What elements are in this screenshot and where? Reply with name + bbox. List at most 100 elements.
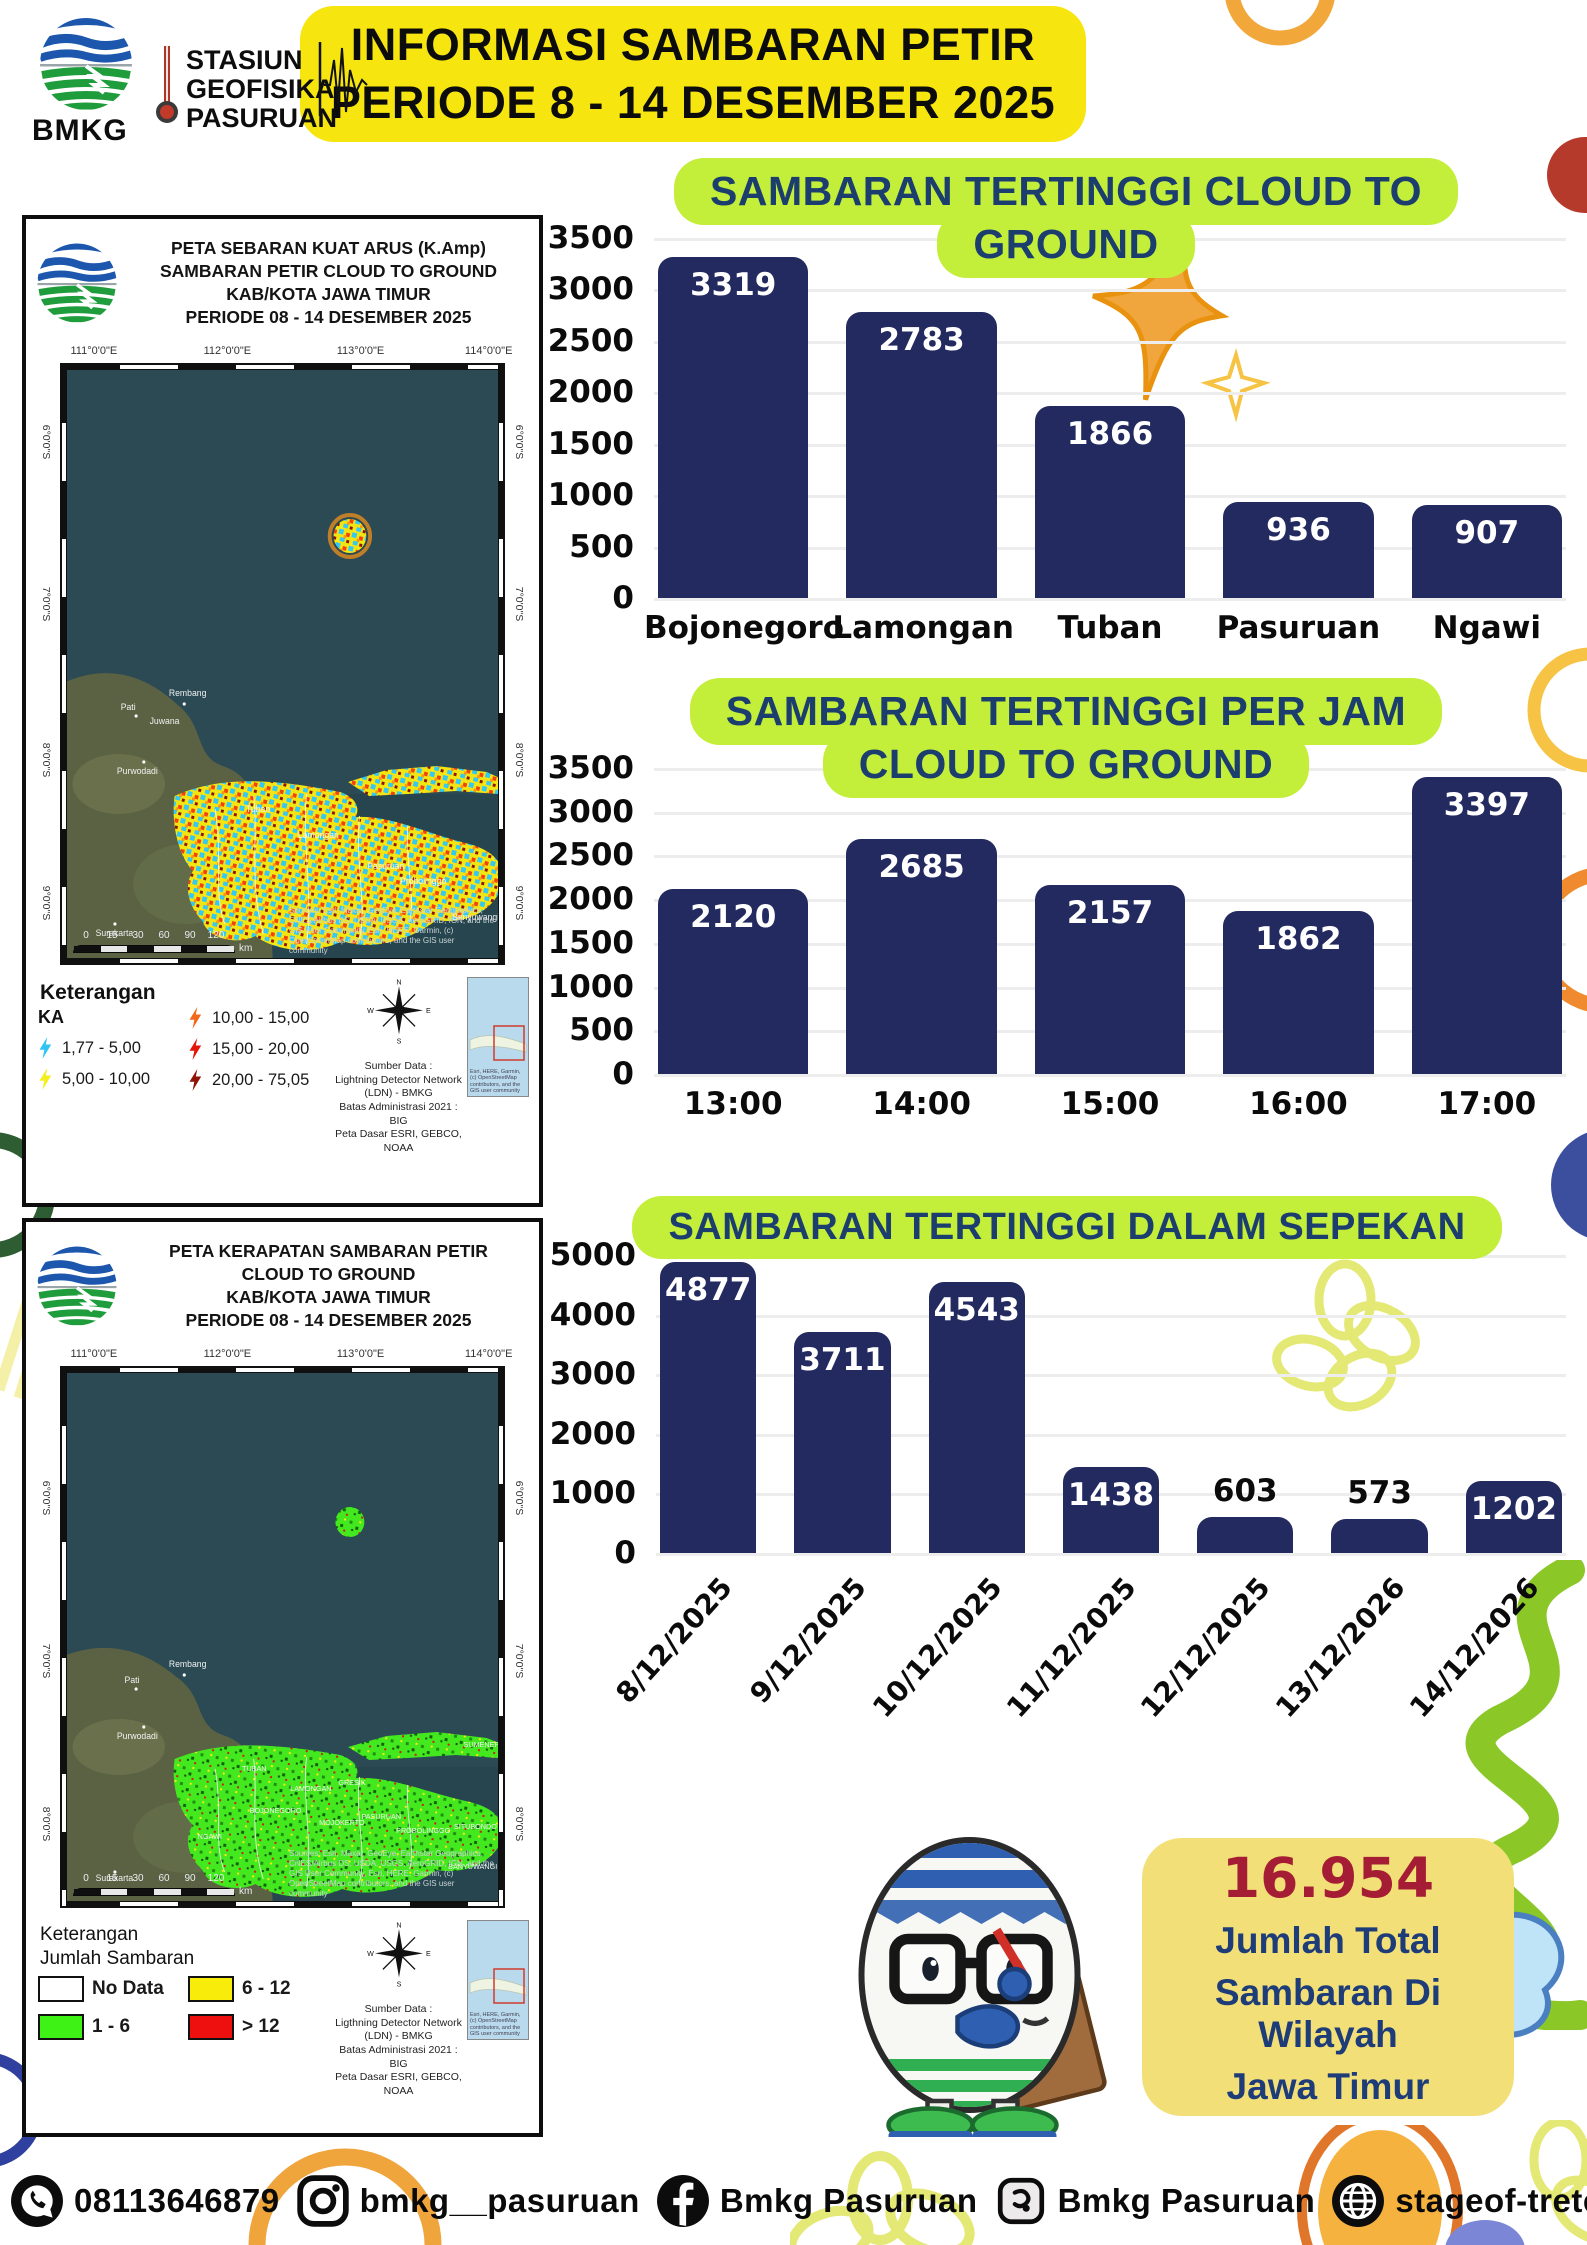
map-place-label: LAMONGAN (290, 1784, 331, 1793)
map-place-label: Probolinggo (400, 876, 446, 886)
x-axis-label: 11/12/2025 (1000, 1571, 1143, 1725)
x-axis-label: 14:00 (872, 1086, 971, 1122)
bar[interactable]: 907 (1411, 504, 1563, 598)
map-panel-kerapatan: PETA KERAPATAN SAMBARAN PETIR CLOUD TO GR… (22, 1218, 543, 2137)
bar[interactable]: 2157 (1034, 885, 1186, 1074)
color-swatch (188, 2014, 234, 2040)
legend-subheading: Jumlah Sambaran (40, 1948, 195, 1969)
total-value: 16.954 (1221, 1846, 1435, 1910)
bar[interactable]: 1438 (1062, 1467, 1160, 1553)
inset-map-graphic (468, 978, 528, 1096)
x-axis-label: Pasuruan (1216, 610, 1381, 646)
chart2-title: SAMBARAN TERTINGGI PER JAM CLOUD TO GROUN… (558, 678, 1574, 798)
bar-column: 2685 14:00 (846, 768, 997, 1122)
lat-label: 9°0'0"S (513, 885, 525, 920)
bar[interactable]: 4543 (928, 1282, 1025, 1553)
bmkg-mascot (858, 1837, 1107, 2137)
lat-label: 6°0'0"S (513, 1480, 525, 1516)
gridline (656, 1314, 1566, 1318)
y-tick-label: 1500 (547, 924, 634, 961)
neatline (61, 958, 504, 964)
footer-social-app[interactable]: Bmkg Pasuruan (994, 2174, 1316, 2228)
lat-label: 8°0'0"S (513, 742, 525, 777)
bar-value-label: 4877 (665, 1272, 752, 1309)
footer-facebook[interactable]: Bmkg Pasuruan (656, 2174, 978, 2228)
lightning-icon (39, 1068, 52, 1090)
bar-value-label: 907 (1454, 514, 1520, 551)
y-tick-label: 5000 (549, 1237, 636, 1273)
bar[interactable]: 2685 (846, 839, 997, 1074)
map1-canvas[interactable]: Pati Rembang Juwana Purwodadi Surakarta … (60, 363, 505, 965)
footer-website[interactable]: stageof-tretes.bmkg.go.id (1331, 2174, 1587, 2228)
map1-title: PETA SEBARAN KUAT ARUS (K.Amp) SAMBARAN P… (159, 237, 498, 328)
bmkg-logo (36, 14, 136, 114)
lat-label: 9°0'0"S (40, 885, 52, 920)
total-strikes-card: 16.954 Jumlah Total Sambaran Di Wilayah … (1142, 1838, 1514, 2116)
legend-item: 5,00 - 10,00 (38, 1068, 178, 1090)
total-line: Jumlah Total (1215, 1920, 1441, 1961)
bar-value-label: 1202 (1470, 1491, 1557, 1528)
total-line: Sambaran Di Wilayah (1214, 1972, 1442, 2055)
map2-scalebar: 0 15 30 60 90 120 km (73, 1873, 252, 1897)
bar[interactable]: 4877 (660, 1262, 757, 1553)
bar[interactable]: 1862 (1223, 911, 1374, 1074)
x-axis-label: 12/12/2025 (1134, 1571, 1277, 1725)
bmkg-wordmark: BMKG (32, 114, 128, 147)
footer-instagram[interactable]: bmkg__pasuruan (296, 2174, 640, 2228)
bar-column: 1438 11/12/2025 (1000, 1255, 1160, 1724)
bar[interactable]: 573 (1331, 1475, 1428, 1553)
map2-title: PETA KERAPATAN SAMBARAN PETIR CLOUD TO GR… (169, 1240, 488, 1331)
map-place-label: Pati (121, 702, 136, 712)
lightning-icon (39, 1037, 52, 1059)
map-place-label: Rembang (169, 1659, 207, 1669)
blue-blob-footer-doodle (1445, 2220, 1525, 2245)
map-place-label: SUMENEP (464, 1740, 500, 1749)
y-tick-label: 3500 (547, 220, 634, 256)
y-tick-label: 3000 (549, 1356, 636, 1393)
bar[interactable]: 3397 (1411, 777, 1563, 1074)
bar[interactable]: 2783 (846, 311, 997, 598)
map2-canvas[interactable]: TUBAN LAMONGAN GRESIK BOJONEGORO NGAWI M… (60, 1366, 505, 1908)
bar[interactable]: 603 (1197, 1473, 1294, 1553)
bar-column: 936 Pasuruan (1217, 238, 1380, 646)
y-tick-label: 1000 (547, 477, 634, 514)
bar-column: 2157 15:00 (1034, 768, 1186, 1122)
map2-wrap: 111°0'0"E 112°0'0"E 113°0'0"E 114°0'0"E (36, 1346, 529, 1908)
map1-credit: Sources: Esri, Maxar, GeoEye, Earthstar … (289, 906, 494, 955)
bar[interactable]: 3319 (658, 256, 809, 598)
chart2-plot: 0 500 1000 1500 2000 2500 3000 3500 2120 13:00 26… (548, 750, 1574, 1122)
gridline (654, 811, 1566, 815)
yellow-ring-doodle (1527, 647, 1587, 773)
bar[interactable]: 3711 (794, 1331, 891, 1553)
legend-heading: Keterangan (40, 1924, 139, 1945)
bar[interactable]: 2120 (658, 888, 809, 1074)
bar[interactable]: 1202 (1465, 1481, 1562, 1553)
bars: 2120 13:00 2685 14:00 2157 15:00 1862 16:00 3397… (654, 768, 1566, 1122)
main-title-line2: PERIODE 8 - 14 DESEMBER 2025 (330, 77, 1056, 128)
lat-label: 6°0'0"S (513, 425, 525, 460)
y-tick-label: 500 (569, 528, 634, 565)
flower-corner-doodle (1529, 2120, 1587, 2245)
map-place-label: NGAWI (198, 1832, 222, 1841)
y-tick-label: 1500 (547, 425, 634, 462)
neatline (61, 1367, 67, 1907)
bar-column: 1202 14/12/2026 (1403, 1255, 1562, 1724)
chart3-title: SAMBARAN TERTINGGI DALAM SEPEKAN (560, 1196, 1574, 1259)
map2-credit: Sources: Esri, Maxar, GeoEye, Earthstar … (289, 1849, 494, 1898)
legend-source: Sumber Data : Lightning Detector Network … (335, 1060, 462, 1154)
bar[interactable]: 936 (1223, 501, 1374, 598)
legend-source: Sumber Data : Ligthning Detector Network … (335, 2003, 462, 2097)
bar-value-label: 1862 (1255, 921, 1342, 958)
map-place-label: Purwodadi (117, 1731, 158, 1741)
map-place-label: Banyuwangi (452, 912, 499, 922)
social-app-icon (997, 2177, 1044, 2225)
legend-heading: Keterangan (40, 981, 156, 1004)
footer-whatsapp[interactable]: 08113646879 (10, 2174, 280, 2228)
neatline (498, 1367, 504, 1907)
station-name: STASIUN GEOFISIKA PASURUAN (186, 45, 338, 134)
bar[interactable]: 1866 (1034, 406, 1186, 598)
map-place-label: Surakarta (96, 928, 134, 938)
map-place-label: Surakarta (96, 1873, 134, 1883)
map-place-label: PASURUAN (361, 1812, 401, 1821)
bar-value-label: 3711 (799, 1341, 886, 1378)
